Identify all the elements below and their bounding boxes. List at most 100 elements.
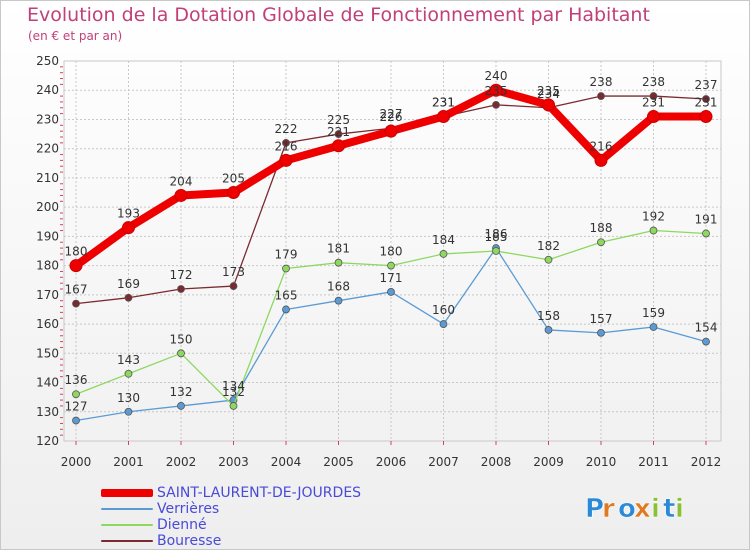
data-point bbox=[492, 247, 500, 255]
data-point bbox=[597, 328, 605, 337]
data-point bbox=[437, 110, 450, 124]
legend-label: Bouresse bbox=[157, 533, 222, 549]
data-label: 222 bbox=[275, 122, 298, 136]
data-point bbox=[124, 293, 133, 302]
data-label: 157 bbox=[590, 312, 613, 326]
x-tick-label: 2005 bbox=[323, 455, 354, 469]
data-point bbox=[544, 255, 553, 264]
data-label: 231 bbox=[642, 96, 665, 110]
data-label: 134 bbox=[222, 379, 245, 393]
data-label: 186 bbox=[485, 227, 508, 241]
data-label: 226 bbox=[380, 110, 403, 124]
legend-label: Dienné bbox=[157, 517, 207, 533]
series-dienn- bbox=[72, 226, 710, 410]
data-point bbox=[334, 258, 343, 267]
data-point bbox=[544, 326, 553, 334]
y-tick-label: 240 bbox=[36, 83, 59, 97]
x-tick-label: 2001 bbox=[113, 455, 144, 469]
data-point bbox=[702, 229, 710, 238]
legend-label: SAINT-LAURENT-DE-JOURDES bbox=[157, 485, 362, 501]
data-point bbox=[489, 83, 503, 97]
data-label: 143 bbox=[117, 353, 140, 367]
data-label: 167 bbox=[65, 283, 88, 297]
legend-label: Verrières bbox=[157, 501, 220, 517]
legend-swatch-verrieres bbox=[101, 508, 153, 510]
data-label: 184 bbox=[432, 233, 455, 247]
x-tick-label: 2002 bbox=[166, 455, 197, 469]
data-label: 235 bbox=[485, 84, 508, 98]
data-label: 150 bbox=[170, 332, 193, 346]
data-label: 225 bbox=[327, 113, 350, 127]
data-point bbox=[282, 264, 290, 273]
legend-item: SAINT-LAURENT-DE-JOURDES bbox=[101, 485, 361, 501]
logo-letter: P bbox=[585, 494, 604, 524]
data-label: 160 bbox=[432, 303, 455, 317]
data-point bbox=[647, 110, 660, 124]
data-point bbox=[387, 288, 395, 296]
data-label: 165 bbox=[275, 288, 298, 302]
data-point bbox=[384, 124, 398, 138]
data-point bbox=[174, 188, 188, 202]
chart-subtitle: (en € et par an) bbox=[28, 29, 123, 43]
logo-letter: i bbox=[651, 494, 660, 524]
data-label: 130 bbox=[117, 391, 140, 405]
data-point bbox=[72, 299, 80, 308]
data-label: 179 bbox=[275, 248, 298, 262]
x-tick-label: 2011 bbox=[638, 455, 669, 469]
x-tick-label: 2006 bbox=[376, 455, 407, 469]
data-point bbox=[649, 323, 658, 331]
data-point bbox=[177, 402, 185, 410]
data-point bbox=[279, 153, 293, 167]
data-point bbox=[699, 110, 713, 124]
legend-swatch-saint-laurent bbox=[101, 489, 153, 497]
x-tick-label: 2003 bbox=[218, 455, 249, 469]
data-label: 231 bbox=[432, 96, 455, 110]
y-tick-label: 250 bbox=[36, 54, 59, 68]
data-point bbox=[332, 139, 345, 153]
data-label: 227 bbox=[380, 107, 403, 121]
data-point bbox=[702, 95, 710, 103]
data-label: 238 bbox=[590, 75, 613, 89]
data-label: 191 bbox=[695, 212, 718, 226]
x-tick-label: 2008 bbox=[481, 455, 512, 469]
data-label: 182 bbox=[537, 239, 560, 253]
data-point bbox=[72, 390, 80, 399]
data-label: 172 bbox=[170, 268, 193, 282]
legend-item: Bouresse bbox=[101, 533, 361, 549]
data-point bbox=[439, 250, 448, 258]
data-label: 132 bbox=[222, 385, 245, 399]
data-point bbox=[649, 226, 658, 235]
data-point bbox=[439, 320, 448, 328]
data-point bbox=[492, 100, 500, 109]
legend: SAINT-LAURENT-DE-JOURDES Verrières Dienn… bbox=[101, 485, 361, 549]
proxiti-logo: Pr ox i t i bbox=[585, 494, 685, 525]
data-label: 136 bbox=[65, 373, 88, 387]
data-point bbox=[649, 92, 658, 100]
logo-letter: x bbox=[634, 494, 651, 524]
legend-item: Verrières bbox=[101, 501, 361, 517]
data-point bbox=[69, 259, 83, 273]
data-point bbox=[122, 221, 135, 235]
data-point bbox=[177, 285, 185, 293]
chart-title: Evolution de la Dotation Globale de Fonc… bbox=[27, 4, 650, 26]
y-tick-label: 170 bbox=[36, 288, 59, 302]
logo-letter: i bbox=[675, 494, 684, 524]
data-point bbox=[597, 92, 605, 100]
y-tick-label: 140 bbox=[36, 376, 59, 390]
data-point bbox=[72, 416, 80, 425]
x-tick-label: 2009 bbox=[533, 455, 564, 469]
y-tick-label: 120 bbox=[36, 434, 59, 448]
logo-letter: t bbox=[663, 494, 675, 524]
x-tick-label: 2012 bbox=[691, 455, 722, 469]
data-point bbox=[702, 337, 710, 346]
y-tick-label: 180 bbox=[36, 259, 59, 273]
data-label: 171 bbox=[380, 271, 403, 285]
data-point bbox=[542, 98, 555, 112]
y-tick-label: 130 bbox=[36, 405, 59, 419]
logo-letter: o bbox=[618, 494, 636, 524]
data-label: 185 bbox=[485, 230, 508, 244]
y-tick-label: 150 bbox=[36, 346, 59, 360]
data-label: 173 bbox=[222, 265, 245, 279]
